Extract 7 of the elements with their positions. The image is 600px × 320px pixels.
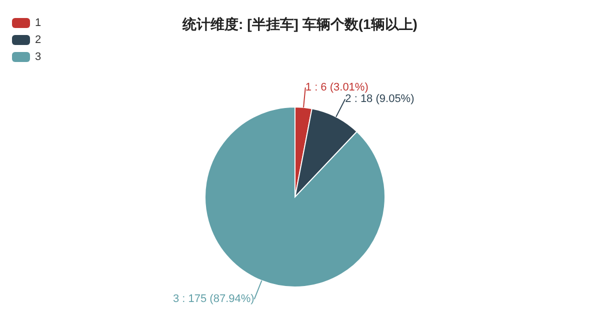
data-label: 1 : 6 (3.01%) xyxy=(305,81,368,94)
data-label: 2 : 18 (9.05%) xyxy=(345,93,414,106)
legend-label: 1 xyxy=(35,16,42,28)
legend-label: 2 xyxy=(35,34,42,46)
chart-title: 统计维度: [半挂车] 车辆个数(1辆以上) xyxy=(182,16,418,32)
legend-label: 3 xyxy=(35,50,42,62)
data-label: 3 : 175 (87.94%) xyxy=(172,293,254,306)
